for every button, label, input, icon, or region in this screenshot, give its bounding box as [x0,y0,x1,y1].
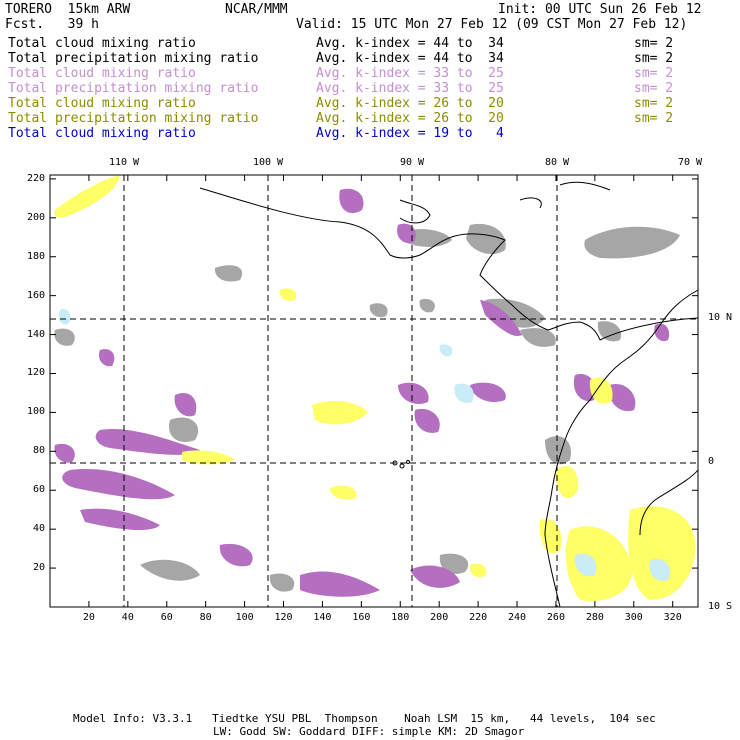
y-tick-label: 160 [26,289,45,301]
y-tick-label: 180 [26,250,45,262]
legend-kindex: Avg. k-index = 33 to 25 [316,81,504,96]
y-tick-label: 20 [32,562,45,574]
latitude-label: 10 N [708,312,733,323]
y-tick-label: 80 [32,445,45,457]
x-tick-label: 80 [199,612,212,623]
y-tick-label: 220 [26,172,45,184]
legend-kindex: Avg. k-index = 44 to 34 [316,36,504,51]
longitude-label: 70 W [677,157,703,168]
legend-field: Total cloud mixing ratio [8,66,196,81]
x-tick-label: 320 [663,612,682,623]
model-name: TORERO 15km ARW [5,2,131,17]
x-tick-label: 180 [391,612,410,623]
x-tick-label: 120 [274,612,293,623]
longitude-label: 110 W [108,157,140,168]
x-tick-label: 160 [352,612,371,623]
legend-sm: sm= 2 [634,36,674,51]
init-time: Init: 00 UTC Sun 26 Feb 12 [498,2,702,17]
cyan-cloud-fields [58,309,671,581]
model-physics: LW: Godd SW: Goddard DIFF: simple KM: 2D… [213,725,525,738]
y-tick-label: 60 [32,484,45,496]
y-tick-label: 120 [26,367,45,379]
legend-kindex: Avg. k-index = 26 to 20 [316,111,504,126]
legend-field: Total precipitation mixing ratio [8,51,259,66]
legend-sm: sm= 2 [634,51,674,66]
y-tick-label: 140 [26,328,45,340]
legend-kindex: Avg. k-index = 19 to 4 [316,126,504,141]
galapagos-islands [392,460,410,469]
x-tick-label: 40 [121,612,134,623]
y-tick-label: 200 [26,211,45,223]
legend-sm: sm= 2 [634,81,674,96]
tick-marks [50,175,698,607]
legend-field: Total precipitation mixing ratio [8,81,259,96]
x-tick-label: 300 [624,612,643,623]
legend-field: Total cloud mixing ratio [8,36,196,51]
org-name: NCAR/MMM [225,2,288,17]
legend-field: Total precipitation mixing ratio [8,111,259,126]
x-tick-label: 240 [507,612,527,623]
coastlines [199,181,699,608]
longitude-label: 80 W [544,157,570,168]
x-tick-label: 60 [160,612,173,623]
longitude-label: 100 W [252,157,284,168]
legend-sm: sm= 2 [634,96,674,111]
forecast-hour: Fcst. 39 h [5,17,99,32]
purple-cloud-fields [54,188,670,597]
legend-kindex: Avg. k-index = 33 to 25 [316,66,504,81]
legend-sm: sm= 2 [634,111,674,126]
yellow-cloud-fields [54,175,696,601]
x-tick-label: 260 [546,612,565,623]
valid-time: Valid: 15 UTC Mon 27 Feb 12 (09 CST Mon … [296,17,688,32]
graticule [50,175,698,607]
x-tick-label: 280 [585,612,604,623]
legend-field: Total cloud mixing ratio [8,126,196,141]
x-tick-label: 100 [235,612,254,623]
plot-frame [49,174,699,608]
model-info: Model Info: V3.3.1 Tiedtke YSU PBL Thomp… [73,712,656,725]
legend-kindex: Avg. k-index = 44 to 34 [316,51,504,66]
x-tick-label: 200 [430,612,449,623]
x-tick-label: 20 [82,612,95,623]
longitude-label: 90 W [399,157,425,168]
y-tick-label: 40 [32,523,45,535]
legend-sm: sm= 2 [634,66,674,81]
latitude-label: 10 S [708,601,733,612]
legend-field: Total cloud mixing ratio [8,96,196,111]
x-tick-label: 140 [313,612,332,623]
x-tick-label: 220 [469,612,488,623]
legend-kindex: Avg. k-index = 26 to 20 [316,96,504,111]
gray-cloud-fields [54,223,680,592]
y-tick-label: 100 [26,406,45,418]
latitude-label: 0 [708,456,715,467]
